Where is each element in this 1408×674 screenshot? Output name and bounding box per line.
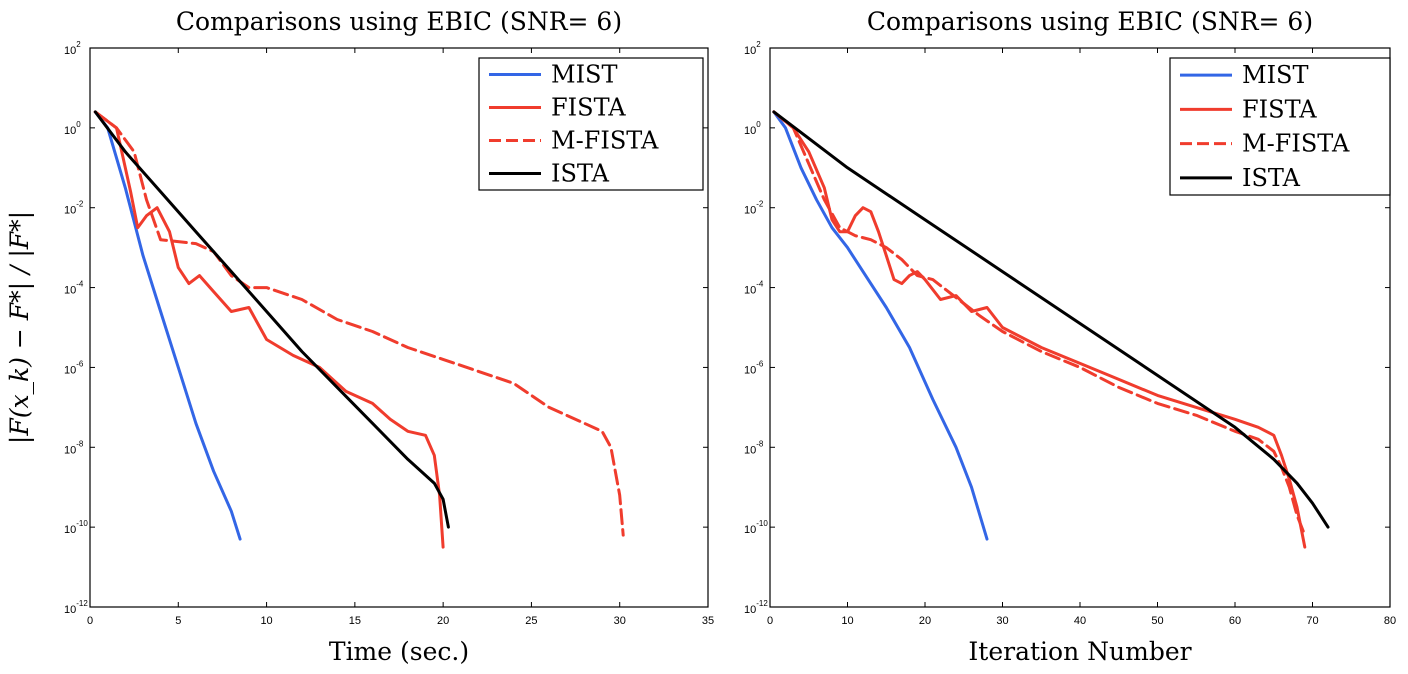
y-tick-label: 10-12: [64, 599, 88, 616]
y-tick-label: 10-10: [64, 519, 88, 536]
y-tick-label: 100: [64, 120, 81, 137]
series-line-ista: [93, 110, 450, 529]
series-line-mist: [93, 110, 242, 541]
x-tick-label: 60: [1229, 615, 1241, 627]
x-tick-label: 20: [437, 615, 449, 627]
y-axis-label: |F(x_k) − F*| / |F*|: [5, 211, 35, 444]
y-tick-label: 102: [744, 40, 761, 57]
x-tick-label: 15: [349, 615, 361, 627]
y-tick-label: 10-2: [64, 200, 84, 217]
x-axis-label: Time (sec.): [329, 637, 469, 666]
series-line-ista: [772, 110, 1330, 529]
x-tick-label: 30: [996, 615, 1008, 627]
legend-label-mist: MIST: [551, 61, 618, 89]
y-tick-label: 10-8: [64, 439, 84, 456]
series-line-fista: [772, 110, 1307, 549]
plot-frame: [89, 47, 709, 608]
x-tick-label: 0: [767, 615, 773, 627]
chart-time: Comparisons using EBIC (SNR= 6) 0 5 10 15 20 2…: [5, 7, 714, 666]
x-tick-label: 20: [919, 615, 931, 627]
y-tick-label: 10-4: [64, 280, 84, 297]
y-tick-label: 10-6: [64, 359, 84, 376]
x-tick-label: 25: [525, 615, 537, 627]
y-tick-label: 10-4: [744, 280, 764, 297]
x-tick-label: 5: [175, 615, 181, 627]
x-tick-label: 35: [702, 615, 714, 627]
x-tick-label: 10: [841, 615, 853, 627]
x-axis-label: Iteration Number: [968, 637, 1191, 666]
legend-label-m-fista: M-FISTA: [551, 127, 659, 155]
y-tick-label: 10-6: [744, 359, 764, 376]
series-line-mist: [772, 110, 989, 541]
x-tick-label: 0: [87, 615, 93, 627]
y-tick-label: 10-12: [744, 599, 768, 616]
chart-title: Comparisons using EBIC (SNR= 6): [867, 7, 1313, 36]
y-tick-label: 100: [744, 120, 761, 137]
y-tick-label: 10-2: [744, 200, 764, 217]
legend-label-mist: MIST: [1242, 61, 1309, 89]
x-tick-label: 80: [1384, 615, 1396, 627]
series-line-fista: [93, 110, 445, 549]
legend-box: [1169, 57, 1391, 196]
x-tick-label: 10: [260, 615, 272, 627]
legend-label-fista: FISTA: [1242, 95, 1317, 123]
series-line-m-fista: [772, 110, 1307, 537]
y-tick-label: 10-8: [744, 439, 764, 456]
legend-label-fista: FISTA: [551, 94, 626, 122]
series-line-m-fista: [93, 110, 625, 537]
x-tick-label: 40: [1074, 615, 1086, 627]
legend-box: [478, 57, 704, 191]
y-tick-label: 102: [64, 40, 81, 57]
legend-label-ista: ISTA: [551, 160, 610, 188]
x-tick-label: 50: [1151, 615, 1163, 627]
y-tick-label: 10-10: [744, 519, 768, 536]
x-tick-label: 70: [1306, 615, 1318, 627]
x-tick-label: 30: [614, 615, 626, 627]
legend-label-ista: ISTA: [1242, 164, 1301, 192]
chart-iterations: Comparisons using EBIC (SNR= 6) 0 10 20 30 40…: [744, 7, 1396, 666]
legend-label-m-fista: M-FISTA: [1242, 130, 1350, 158]
chart-title: Comparisons using EBIC (SNR= 6): [176, 7, 622, 36]
